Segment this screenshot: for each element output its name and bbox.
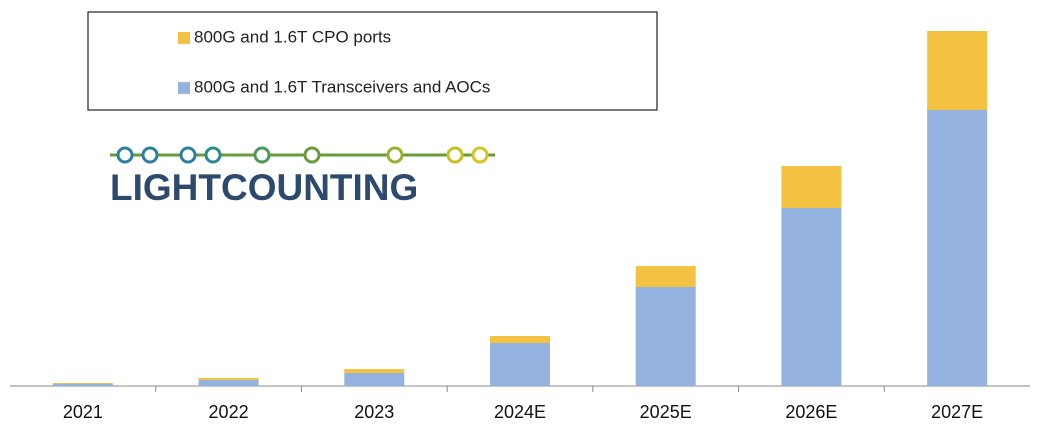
logo-chain	[110, 146, 495, 164]
bar-segment	[52, 384, 113, 386]
legend-swatch	[178, 32, 190, 44]
bar-segment	[198, 378, 259, 380]
x-tick-label: 2025E	[640, 402, 692, 422]
bar-segment	[344, 373, 405, 386]
bar-segment	[490, 336, 550, 343]
logo-text: LIGHTCOUNTING	[110, 167, 418, 208]
bar-segment	[927, 31, 988, 110]
x-tick-label: 2022	[209, 402, 249, 422]
x-tick-label: 2026E	[785, 402, 837, 422]
bar-segment	[52, 383, 113, 384]
legend-label: 800G and 1.6T CPO ports	[194, 27, 391, 46]
bar-segment	[781, 166, 842, 208]
bar-segment	[635, 266, 696, 287]
legend-label: 800G and 1.6T Transceivers and AOCs	[194, 77, 490, 96]
legend-swatch	[178, 82, 190, 94]
x-tick-label: 2023	[354, 402, 394, 422]
bar-segment	[344, 369, 405, 373]
x-tick-label: 2021	[63, 402, 103, 422]
bar-segment	[490, 343, 550, 386]
bar-segment	[198, 380, 259, 386]
bar-segment	[781, 208, 842, 386]
x-tick-label: 2024E	[494, 402, 546, 422]
x-tick-label: 2027E	[931, 402, 983, 422]
bar-segment	[927, 110, 988, 386]
bar-segment	[635, 287, 696, 386]
